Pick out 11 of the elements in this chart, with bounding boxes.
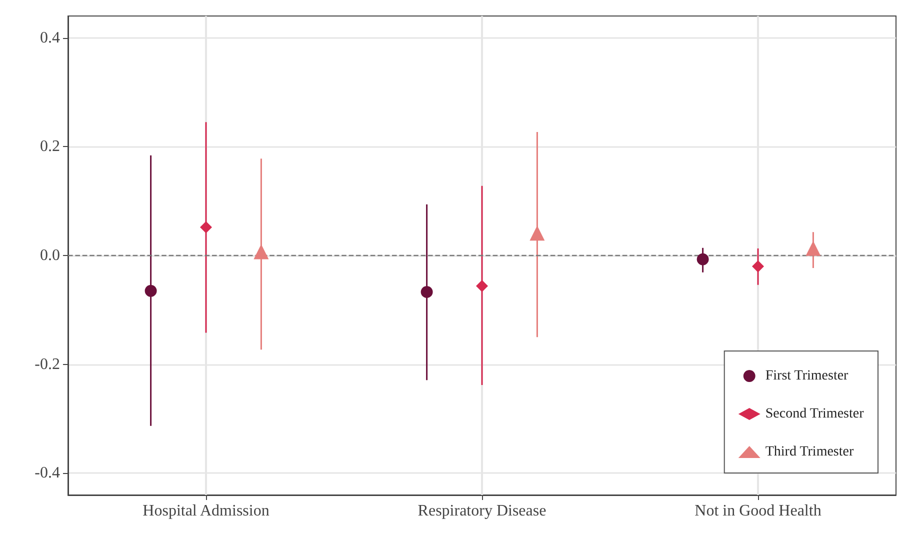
legend-label: Second Trimester bbox=[765, 406, 864, 422]
y-tick-label: -0.2 bbox=[34, 356, 60, 373]
y-tick-label: 0.0 bbox=[40, 247, 60, 264]
x-tick-label: Not in Good Health bbox=[694, 502, 822, 520]
legend-label: Third Trimester bbox=[765, 444, 854, 460]
x-tick-label: Respiratory Disease bbox=[418, 502, 546, 520]
x-tick-label: Hospital Admission bbox=[142, 502, 270, 520]
y-tick-label: -0.4 bbox=[34, 464, 60, 482]
y-tick-label: 0.4 bbox=[40, 29, 60, 46]
y-tick-label: 0.2 bbox=[40, 138, 60, 156]
legend-label: First Trimester bbox=[765, 368, 849, 384]
